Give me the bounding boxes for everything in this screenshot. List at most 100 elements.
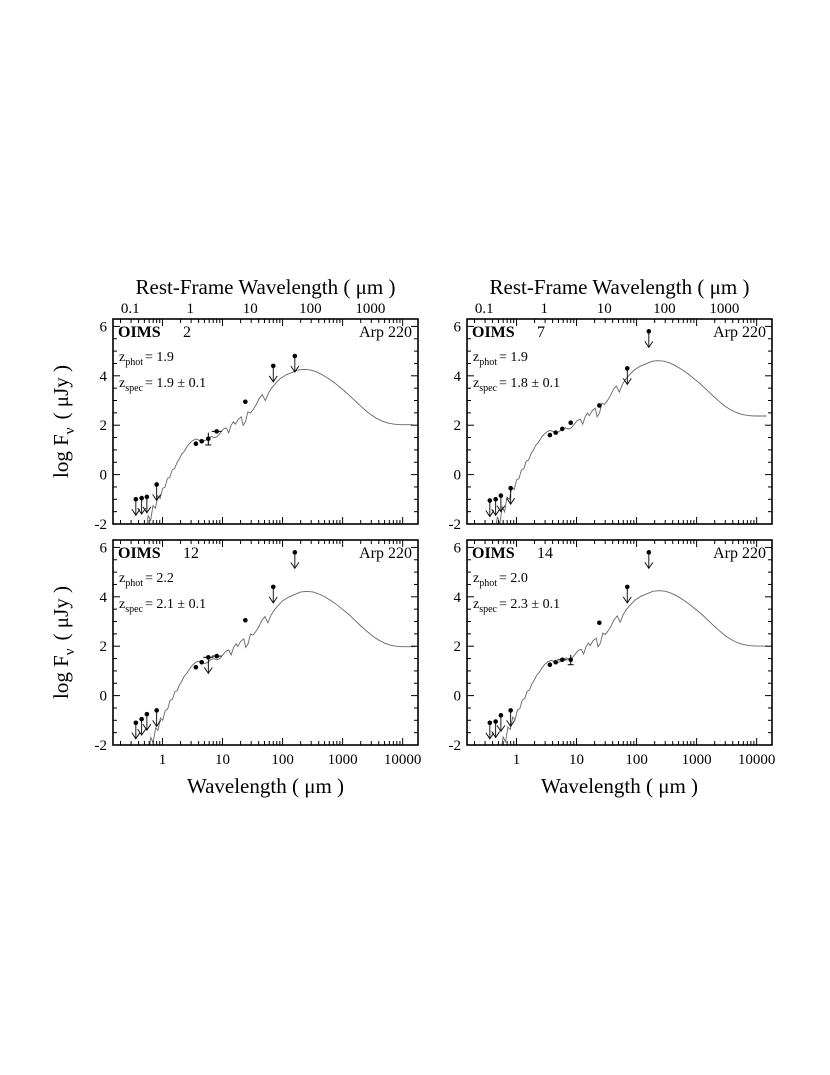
upper-limit-arrow-head [137, 728, 147, 736]
data-point [491, 719, 501, 739]
data-point [568, 420, 574, 426]
panel-top-left: -2 0 2 4 6 0.1 1 10 100 1000 OIMS 2 Arp 220 zphot = 1.… [95, 301, 419, 533]
upper-limit-arrow-head [142, 723, 152, 731]
data-point [211, 653, 222, 659]
y-tick-label: 4 [100, 369, 108, 385]
point-marker [193, 664, 199, 670]
y-tick-label: 6 [454, 540, 462, 556]
data-point [553, 430, 558, 435]
y-tick-label: 2 [454, 639, 462, 655]
rest-x-tick-label: 1 [540, 301, 548, 317]
data-point [553, 659, 558, 665]
data-point [205, 432, 212, 446]
x-tick-label: 10 [215, 752, 230, 768]
point-marker [597, 403, 602, 408]
upper-limit-arrow-head [622, 596, 632, 604]
x-tick-label: 1000 [328, 752, 358, 768]
x-tick-label: 10 [569, 752, 584, 768]
x-tick-label: 10000 [738, 752, 776, 768]
y-tick-label: 0 [100, 689, 108, 705]
data-point [560, 426, 565, 432]
rest-x-tick-label: 10 [243, 301, 258, 317]
upper-limit-arrow-head [137, 507, 147, 515]
x-axis-title: Wavelength ( μm ) [187, 774, 344, 798]
y-tick-label: 0 [454, 468, 462, 484]
y-tick-label: 0 [100, 468, 108, 484]
plot-frame [112, 539, 419, 746]
rest-x-tick-label: 1000 [355, 301, 385, 317]
data-point [199, 438, 204, 444]
upper-limit-arrow-head [152, 494, 162, 502]
zphot-label: zphot = 1.9 [473, 350, 528, 368]
point-marker [560, 426, 565, 432]
data-point [622, 584, 632, 604]
rest-x-tick-label: 0.1 [475, 301, 494, 317]
upper-limit-arrow-head [152, 720, 162, 728]
upper-limit-arrow-head [506, 720, 516, 728]
rest-x-tick-label: 0.1 [121, 301, 140, 317]
upper-limit-arrow-head [290, 562, 300, 570]
object-name-number: 14 [537, 545, 553, 562]
point-marker [568, 420, 574, 426]
zspec-label: zspec = 2.3 ± 0.1 [473, 597, 560, 615]
point-marker [199, 438, 204, 444]
y-tick-label: 4 [454, 590, 462, 606]
rest-x-tick-label: 1 [186, 301, 194, 317]
data-point [506, 485, 516, 505]
data-point [193, 664, 199, 670]
y-tick-label: -2 [95, 738, 108, 754]
upper-limit-arrow-head [506, 497, 516, 505]
data-point [290, 550, 300, 570]
y-tick-label: 0 [454, 689, 462, 705]
x-tick-label: 1 [513, 752, 521, 768]
y-tick-label: -2 [449, 738, 462, 754]
upper-limit-arrow-head [131, 509, 141, 517]
y-tick-label: 6 [100, 540, 108, 556]
data-point [547, 662, 553, 668]
data-point [506, 708, 516, 728]
point-marker [193, 441, 199, 447]
plot-frame [112, 318, 419, 525]
data-point [199, 659, 204, 665]
y-tick-label: 4 [100, 590, 108, 606]
x-tick-label: 1 [159, 752, 167, 768]
data-point [290, 353, 300, 373]
zspec-label: zspec = 2.1 ± 0.1 [119, 597, 206, 615]
upper-limit-arrow-head [131, 732, 141, 740]
data-point [137, 495, 147, 515]
rest-x-tick-label: 1000 [709, 301, 739, 317]
zspec-label: zspec = 1.8 ± 0.1 [473, 376, 560, 394]
upper-limit-arrow-head [268, 375, 278, 383]
data-point [203, 655, 214, 675]
upper-limit-arrow-head [203, 667, 213, 675]
zspec-label: zspec = 1.9 ± 0.1 [119, 376, 206, 394]
point-marker [243, 399, 248, 405]
point-marker [243, 617, 248, 623]
data-point [491, 497, 501, 517]
model-curve-top-right [495, 360, 767, 524]
data-point [137, 716, 147, 736]
data-point [131, 720, 141, 740]
template-label: Arp 220 [359, 545, 412, 562]
data-point [644, 550, 654, 570]
data-point [597, 620, 602, 626]
y-tick-label: 2 [454, 418, 462, 434]
object-name-prefix: OIMS [472, 324, 515, 341]
data-point [622, 366, 632, 386]
panel-bottom-left: -2 0 2 4 6 1 10 100 1000 10000 OIMS 12 Arp 220 zphot =… [95, 539, 421, 768]
data-point [243, 617, 248, 623]
zphot-label: zphot = 2.0 [473, 571, 528, 589]
model-curve-bottom-right [501, 590, 768, 745]
model-curve-top-left [146, 368, 413, 524]
upper-limit-arrow-head [290, 365, 300, 373]
data-point [496, 493, 506, 513]
x-tick-label: 100 [271, 752, 294, 768]
upper-limit-arrow-head [491, 731, 501, 739]
upper-limit-arrow-head [142, 506, 152, 514]
zphot-label: zphot = 1.9 [119, 350, 174, 368]
data-point [131, 497, 141, 517]
template-label: Arp 220 [713, 545, 766, 562]
upper-limit-arrow-head [485, 732, 495, 740]
data-point [152, 482, 162, 502]
rest-x-tick-label: 100 [653, 301, 676, 317]
